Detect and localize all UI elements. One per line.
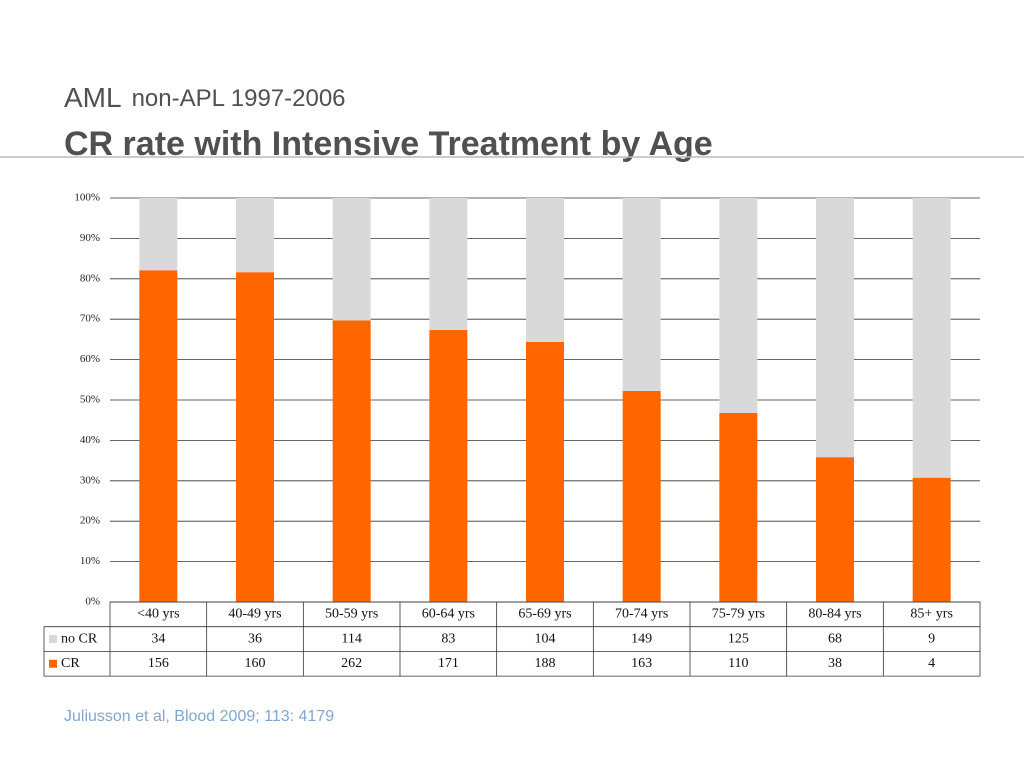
heading-detail: non-APL 1997-2006 <box>132 85 346 112</box>
bar-segment <box>912 477 951 602</box>
table-value: 160 <box>245 656 266 671</box>
table-value: 262 <box>341 656 362 671</box>
bar-segment <box>816 457 854 602</box>
x-tick-label: 40-49 yrs <box>228 607 281 622</box>
legend-swatch <box>49 659 57 668</box>
bar-segment <box>622 390 661 602</box>
y-tick-label: 70% <box>80 313 100 325</box>
table-value: 125 <box>728 631 749 646</box>
bar-segment <box>429 198 468 331</box>
bar-segment <box>236 272 274 602</box>
x-tick-label: 70-74 yrs <box>615 607 668 622</box>
table-value: 149 <box>631 631 652 646</box>
table-value: 34 <box>151 631 165 646</box>
footnote: Juliusson et al, Blood 2009; 113: 4179 <box>64 708 334 725</box>
bar-segment <box>526 198 564 342</box>
table-value: 188 <box>535 656 556 671</box>
y-tick-label: 100% <box>74 192 100 204</box>
table-value: 38 <box>828 656 842 671</box>
bar-segment <box>429 330 468 602</box>
y-tick-label: 60% <box>80 353 100 365</box>
y-tick-label: 90% <box>80 232 100 244</box>
x-tick-label: 60-64 yrs <box>422 607 475 622</box>
y-tick-label: 20% <box>80 515 100 527</box>
legend-swatch <box>49 635 57 644</box>
heading: AML <box>64 82 122 113</box>
table-value: 171 <box>438 656 459 671</box>
bar-segment <box>816 198 854 458</box>
x-tick-label: 50-59 yrs <box>325 607 378 622</box>
table-value: 4 <box>928 656 935 671</box>
y-tick-label: 50% <box>80 394 100 406</box>
table-value: 114 <box>341 631 361 646</box>
table-value: 68 <box>828 631 842 646</box>
legend-label: no CR <box>61 631 98 646</box>
y-tick-label: 10% <box>80 555 100 567</box>
table-value: 36 <box>248 631 262 646</box>
y-tick-label: 30% <box>80 474 100 486</box>
bar-segment <box>912 198 951 478</box>
y-tick-label: 80% <box>80 272 100 284</box>
x-tick-label: 85+ yrs <box>910 607 953 622</box>
table-value: 110 <box>728 656 748 671</box>
slide-heading: AML non-APL 1997-2006 <box>64 82 346 113</box>
bar-segment <box>139 198 178 271</box>
x-tick-label: 65-69 yrs <box>518 607 571 622</box>
x-tick-label: <40 yrs <box>137 607 180 622</box>
y-tick-label: 40% <box>80 434 100 446</box>
bar-segment <box>719 198 758 413</box>
y-tick-label: 0% <box>85 596 100 608</box>
x-tick-label: 75-79 yrs <box>712 607 765 622</box>
bar-segment <box>622 198 661 391</box>
table-value: 9 <box>928 631 935 646</box>
bar-segment <box>526 341 564 602</box>
legend-label: CR <box>61 656 80 671</box>
table-value: 83 <box>441 631 455 646</box>
bar-segment <box>236 198 274 273</box>
bar-segment <box>332 320 371 602</box>
table-value: 156 <box>148 656 169 671</box>
bar-segment <box>719 412 758 602</box>
bar-segment <box>139 270 178 602</box>
x-tick-label: 80-84 yrs <box>808 607 861 622</box>
table-value: 163 <box>631 656 652 671</box>
bar-segment <box>332 198 371 321</box>
table-value: 104 <box>535 631 556 646</box>
